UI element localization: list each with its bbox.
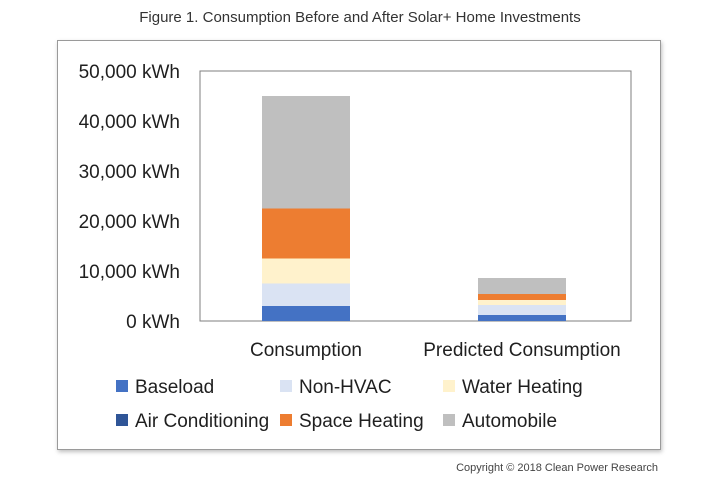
legend-swatch — [116, 414, 128, 426]
x-category-label: Predicted Consumption — [423, 340, 621, 361]
legend-label: Water Heating — [462, 377, 583, 398]
legend-label: Space Heating — [299, 411, 424, 432]
bar-segment-non-hvac-0 — [262, 283, 350, 306]
legend-label: Automobile — [462, 411, 557, 432]
y-tick-label: 0 kWh — [126, 312, 180, 333]
y-tick-label: 10,000 kWh — [79, 262, 180, 283]
y-tick-label: 30,000 kWh — [79, 162, 180, 183]
bar-segment-baseload-1 — [478, 315, 566, 321]
bar-segment-baseload-0 — [262, 306, 350, 321]
legend-swatch — [443, 414, 455, 426]
chart-frame — [57, 40, 661, 450]
bar-segment-non-hvac-1 — [478, 305, 566, 315]
x-category-label: Consumption — [250, 340, 362, 361]
bar-segment-water-heating-0 — [262, 258, 350, 284]
legend-swatch — [280, 414, 292, 426]
legend-label: Non-HVAC — [299, 377, 392, 398]
bar-segment-water-heating-1 — [478, 300, 566, 305]
y-tick-label: 20,000 kWh — [79, 212, 180, 233]
bar-segment-space-heating-0 — [262, 208, 350, 259]
copyright-notice: Copyright © 2018 Clean Power Research — [456, 462, 658, 474]
bar-segment-space-heating-1 — [478, 294, 566, 300]
bar-segment-automobile-1 — [478, 278, 566, 294]
legend-swatch — [116, 380, 128, 392]
legend-swatch — [280, 380, 292, 392]
legend-label: Baseload — [135, 377, 214, 398]
figure-title: Figure 1. Consumption Before and After S… — [139, 9, 581, 26]
y-tick-label: 40,000 kWh — [79, 112, 180, 133]
legend-label: Air Conditioning — [135, 411, 269, 432]
bar-segment-automobile-0 — [262, 96, 350, 209]
plot-area — [199, 70, 632, 322]
y-tick-label: 50,000 kWh — [79, 62, 180, 83]
legend-swatch — [443, 380, 455, 392]
